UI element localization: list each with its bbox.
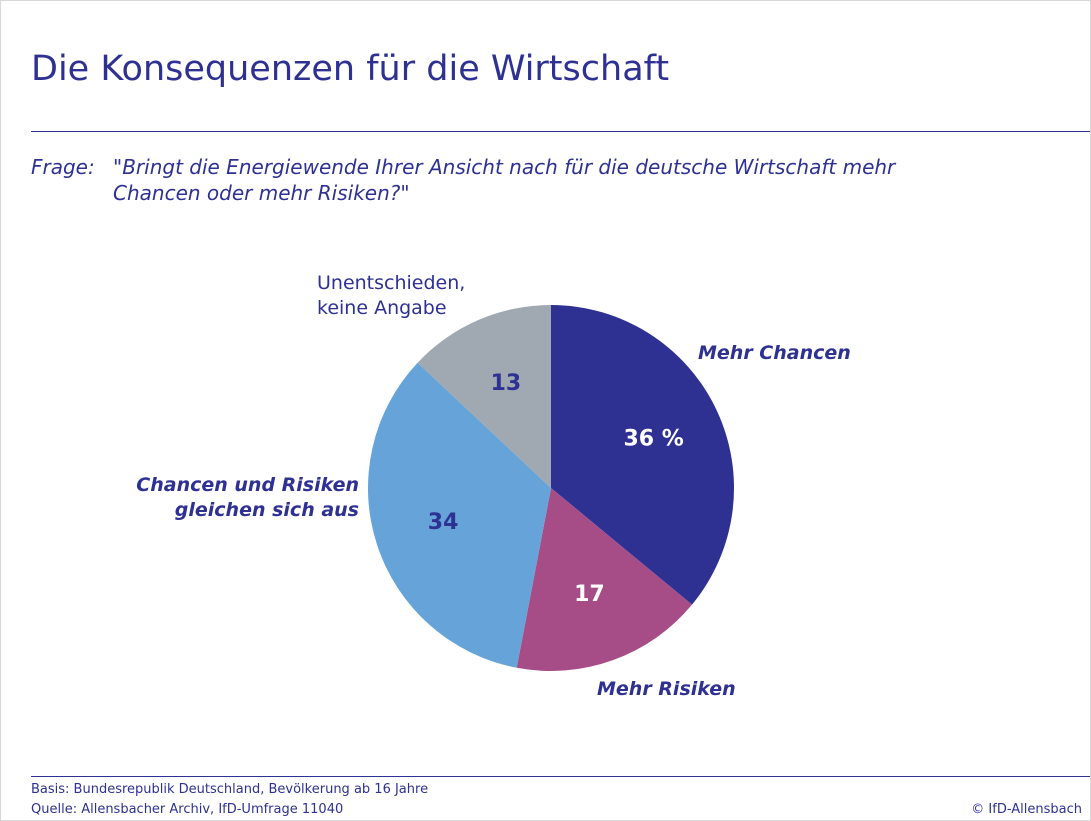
pie-slice [516,488,693,671]
value-label: 34 [428,510,459,535]
source: Quelle: Allensbacher Archiv, IfD-Umfrage… [31,802,344,817]
slice-label: Mehr Chancen [698,342,851,364]
chart-title: Die Konsequenzen für die Wirtschaft [31,49,670,89]
value-label: 36 % [623,427,683,452]
slice-label: Mehr Risiken [597,678,736,700]
value-label: 13 [491,371,522,396]
basis: Basis: Bundesrepublik Deutschland, Bevöl… [31,782,429,797]
pie-slice [417,305,551,488]
value-label: 17 [574,582,605,607]
divider [31,776,1090,777]
pie-slice [368,362,551,668]
slice-label: Unentschieden, keine Angabe [317,272,466,319]
question: "Bringt die Energiewende Ihrer Ansicht n… [113,155,896,205]
pie-slice [551,305,734,605]
question-label: Frage: [31,155,95,179]
slice-label: Chancen und Risiken gleichen sich aus [136,474,359,521]
divider [31,131,1090,132]
copyright: © IfD-Allensbach [971,802,1082,817]
